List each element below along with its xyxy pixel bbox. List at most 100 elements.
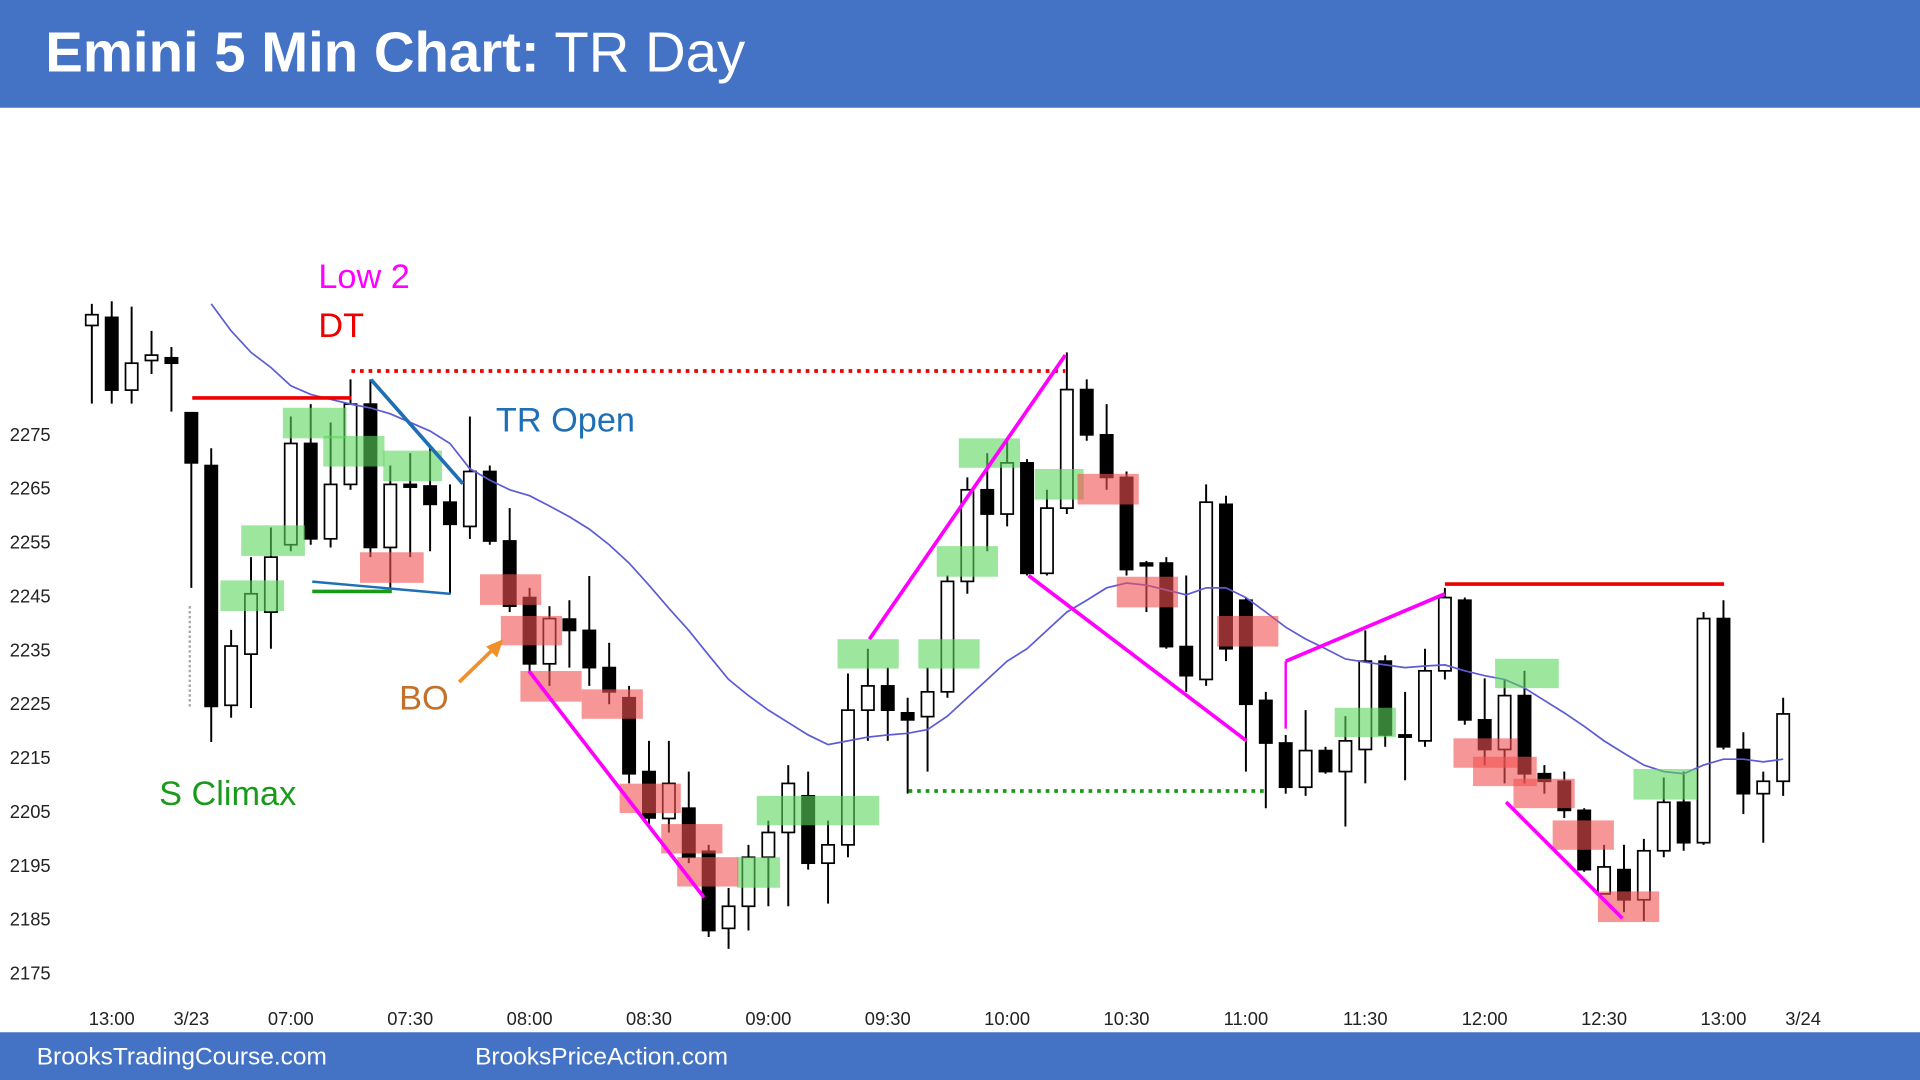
footer-text: BrooksTradingCourse.com xyxy=(37,1043,327,1070)
x-tick-label: 07:30 xyxy=(387,1008,433,1029)
candle-body xyxy=(1696,617,1711,844)
y-tick-label: 2215 xyxy=(10,747,51,768)
candle-body xyxy=(1179,645,1194,677)
candle-body xyxy=(323,483,338,540)
x-tick-label: 10:30 xyxy=(1104,1008,1150,1029)
candle-body xyxy=(403,483,418,488)
sell-signal-box xyxy=(480,574,542,605)
candle-body xyxy=(144,354,159,362)
buy-signal-box xyxy=(1495,658,1559,689)
candle-body xyxy=(602,666,617,693)
candle-body xyxy=(880,685,895,712)
candle-body xyxy=(204,464,219,708)
candle-body xyxy=(383,483,398,549)
candle-body xyxy=(224,645,239,707)
y-tick-label: 2185 xyxy=(10,909,51,930)
annotation: Low 2 xyxy=(318,258,409,296)
y-tick-label: 2175 xyxy=(10,963,51,984)
candle-body xyxy=(1258,699,1273,744)
candle-body xyxy=(1219,503,1234,650)
title-main: Emini 5 Min Chart: xyxy=(45,20,539,83)
sell-signal-box xyxy=(360,552,424,583)
y-tick-label: 2245 xyxy=(10,585,51,606)
candle-body xyxy=(164,356,179,365)
sell-signal-box xyxy=(1552,820,1614,850)
candle-body xyxy=(900,711,915,721)
drawn-lines xyxy=(192,354,1725,920)
candle-body xyxy=(1656,801,1671,852)
candle-body xyxy=(1418,669,1432,742)
candle-body xyxy=(124,362,139,391)
candle-body xyxy=(84,313,99,327)
sell-signal-box xyxy=(677,857,739,887)
candle-body xyxy=(821,843,836,865)
buy-signal-box xyxy=(220,580,285,612)
candle-body xyxy=(1139,562,1154,567)
buy-signal-box xyxy=(323,435,385,467)
candle-body xyxy=(1736,748,1751,795)
title-sub: TR Day xyxy=(554,20,746,83)
x-tick-label: 07:00 xyxy=(268,1008,314,1029)
candle-body xyxy=(1318,749,1333,773)
x-tick-label: 09:30 xyxy=(865,1008,911,1029)
candle-body xyxy=(761,831,776,859)
candle-body xyxy=(1676,801,1691,844)
candle-body xyxy=(1457,599,1472,721)
x-tick-label: 08:00 xyxy=(507,1008,553,1029)
buy-signal-box xyxy=(241,525,305,556)
y-tick-label: 2195 xyxy=(10,855,51,876)
buy-signal-box xyxy=(918,639,980,669)
sell-signal-box xyxy=(1077,473,1139,505)
candle-body xyxy=(1756,780,1771,795)
candle-body xyxy=(303,442,318,540)
candle-body xyxy=(104,316,119,391)
trend-line xyxy=(867,354,1067,641)
buy-signal-box xyxy=(837,639,899,669)
sell-signal-box xyxy=(619,783,681,814)
buy-signal-box xyxy=(383,450,443,482)
candle-body xyxy=(482,470,497,542)
sell-signal-box xyxy=(1217,615,1279,647)
header-bar xyxy=(0,0,1920,108)
candle-body xyxy=(940,580,955,693)
buy-signal-box xyxy=(282,407,347,439)
x-tick-label: 3/23 xyxy=(173,1008,209,1029)
buy-signal-box xyxy=(756,795,880,826)
x-tick-label: 13:00 xyxy=(1700,1008,1746,1029)
x-tick-label: 3/24 xyxy=(1785,1008,1821,1029)
x-tick-label: 09:00 xyxy=(745,1008,791,1029)
candle-body xyxy=(582,629,597,669)
candle-body xyxy=(1000,462,1015,515)
buy-signal-box xyxy=(1334,707,1396,738)
buy-signal-box xyxy=(936,546,998,577)
candle-body xyxy=(423,485,438,506)
candle-body xyxy=(1039,507,1054,575)
x-tick-label: 08:30 xyxy=(626,1008,672,1029)
x-tick-label: 12:00 xyxy=(1462,1008,1508,1029)
candle-body xyxy=(1716,617,1731,748)
candle-body xyxy=(1338,740,1353,773)
candle-body xyxy=(184,411,199,464)
wedge-line xyxy=(369,378,465,485)
candle-body xyxy=(1278,742,1293,789)
candle-body xyxy=(1199,501,1214,681)
arrow xyxy=(457,645,498,684)
trend-line xyxy=(1504,800,1624,920)
y-tick-label: 2275 xyxy=(10,424,51,445)
buy-signal-box xyxy=(1633,768,1698,800)
x-tick-label: 10:00 xyxy=(984,1008,1030,1029)
candle-body xyxy=(1079,388,1094,436)
y-tick-label: 2235 xyxy=(10,639,51,660)
highlights xyxy=(220,407,1698,923)
trend-line xyxy=(1284,592,1446,663)
axes: 2175 2185 2195 2205 2215 2225 2235 2245 2255 2265… xyxy=(10,424,1821,1029)
sell-signal-box xyxy=(1116,576,1178,608)
candle-body xyxy=(721,905,736,930)
candle-body xyxy=(980,488,995,515)
footer-bar xyxy=(0,1032,1920,1080)
sell-signal-box xyxy=(581,689,643,719)
title: Emini 5 Min Chart: TR Day xyxy=(45,20,746,83)
sell-signal-box xyxy=(1513,778,1575,809)
